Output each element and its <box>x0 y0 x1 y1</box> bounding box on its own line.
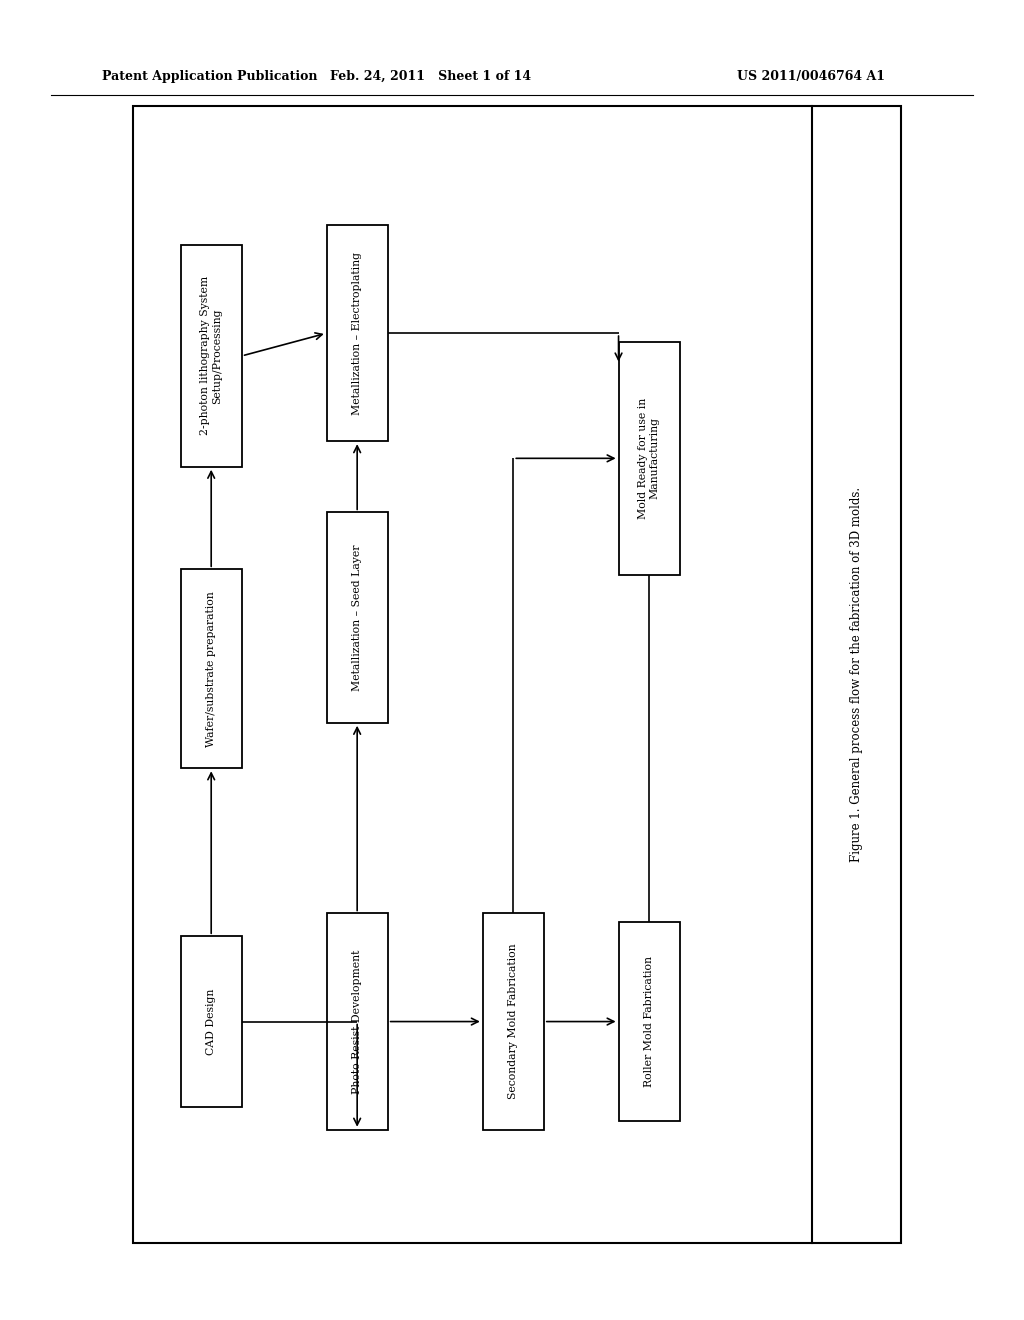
Text: Secondary Mold Fabrication: Secondary Mold Fabrication <box>508 944 518 1100</box>
Bar <box>180 936 242 1107</box>
Bar <box>133 106 901 1243</box>
Text: US 2011/0046764 A1: US 2011/0046764 A1 <box>737 70 886 83</box>
Bar <box>482 913 544 1130</box>
Text: Roller Mold Fabrication: Roller Mold Fabrication <box>644 956 654 1088</box>
Text: Photo Resist Development: Photo Resist Development <box>352 949 362 1094</box>
Bar <box>327 913 388 1130</box>
Text: Mold Ready for use in
Manufacturing: Mold Ready for use in Manufacturing <box>638 397 659 519</box>
Text: Figure 1. General process flow for the fabrication of 3D molds.: Figure 1. General process flow for the f… <box>850 487 863 862</box>
Bar <box>618 342 680 576</box>
Bar <box>327 226 388 441</box>
Text: Metallization – Seed Layer: Metallization – Seed Layer <box>352 544 362 690</box>
Text: CAD Design: CAD Design <box>206 989 216 1055</box>
Bar <box>327 512 388 723</box>
Text: 2-photon lithography System
Setup/Processing: 2-photon lithography System Setup/Proces… <box>201 276 222 436</box>
Bar <box>618 921 680 1121</box>
Bar <box>180 246 242 467</box>
Text: Metallization – Electroplating: Metallization – Electroplating <box>352 252 362 414</box>
Text: Patent Application Publication: Patent Application Publication <box>102 70 317 83</box>
Bar <box>180 569 242 768</box>
Text: Wafer/substrate preparation: Wafer/substrate preparation <box>206 591 216 747</box>
Text: Feb. 24, 2011   Sheet 1 of 14: Feb. 24, 2011 Sheet 1 of 14 <box>330 70 530 83</box>
